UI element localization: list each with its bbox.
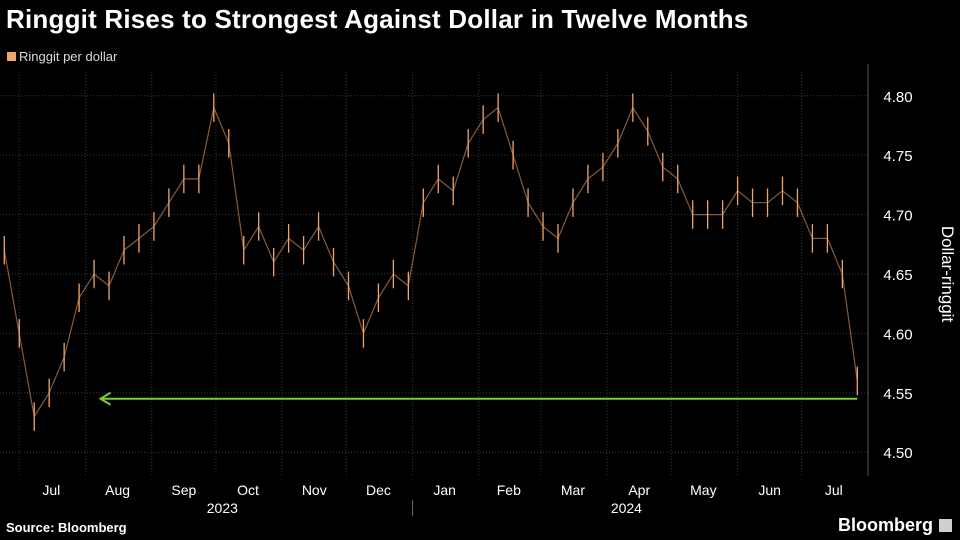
chart-title: Ringgit Rises to Strongest Against Dolla… bbox=[6, 4, 749, 34]
y-tick-label: 4.60 bbox=[883, 326, 912, 343]
x-year-label: 2024 bbox=[611, 500, 642, 516]
legend-label: Ringgit per dollar bbox=[19, 49, 118, 64]
x-tick-label: Dec bbox=[366, 482, 391, 498]
x-tick-label: Sep bbox=[171, 482, 196, 498]
x-tick-label: Jul bbox=[42, 482, 60, 498]
x-tick-label: Jan bbox=[433, 482, 456, 498]
y-axis-title: Dollar-ringgit bbox=[938, 226, 957, 323]
x-tick-label: Nov bbox=[302, 482, 327, 498]
annotation-layer bbox=[98, 391, 858, 406]
annotation-arrow-head bbox=[98, 391, 111, 406]
series-layer bbox=[3, 93, 858, 431]
source-note: Source: Bloomberg bbox=[6, 520, 127, 535]
x-tick-label: May bbox=[690, 482, 716, 498]
x-tick-label: Feb bbox=[497, 482, 521, 498]
x-year-label: 2023 bbox=[207, 500, 238, 516]
y-tick-label: 4.70 bbox=[883, 208, 912, 225]
y-tick-label: 4.55 bbox=[883, 386, 912, 403]
grid-layer bbox=[0, 72, 868, 476]
x-tick-label: Jul bbox=[825, 482, 843, 498]
y-tick-label: 4.80 bbox=[883, 89, 912, 106]
x-tick-label: Apr bbox=[628, 482, 650, 498]
x-tick-label: Aug bbox=[105, 482, 130, 498]
brand-wordmark: Bloomberg bbox=[838, 515, 934, 535]
x-tick-label: Mar bbox=[561, 482, 585, 498]
axis-layer: 4.50 4.55 4.60 4.65 4.70 4.75 4.80 Jul Aug Sep Oct… bbox=[42, 64, 957, 516]
y-tick-label: 4.50 bbox=[883, 445, 912, 462]
legend: Ringgit per dollar bbox=[7, 49, 117, 64]
y-tick-label: 4.65 bbox=[883, 267, 912, 284]
brand-logo: Bloomberg bbox=[838, 515, 953, 536]
series-line bbox=[3, 105, 858, 419]
x-tick-label: Jun bbox=[758, 482, 781, 498]
brand-square-icon bbox=[939, 519, 953, 532]
y-tick-label: 4.75 bbox=[883, 148, 912, 165]
x-tick-label: Oct bbox=[237, 482, 259, 498]
legend-swatch bbox=[7, 52, 16, 61]
